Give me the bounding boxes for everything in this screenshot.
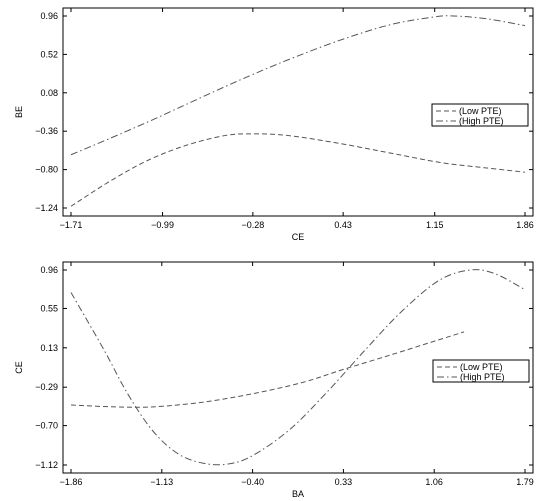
x-tick-label: 0.33 (335, 477, 353, 487)
series-line-low-pte (70, 133, 526, 207)
x-tick-label: 1.86 (516, 220, 534, 230)
y-tick-label: 0.52 (40, 49, 58, 59)
y-tick-label: 0.96 (40, 11, 58, 21)
y-tick-label: 0.08 (40, 88, 58, 98)
top-chart: −1.71 −0.99 −0.28 0.43 1.15 1.86 −1.24 −0.80 −0.… (14, 7, 534, 242)
y-tick-label: −1.24 (35, 203, 58, 213)
legend-entry: (High PTE) (459, 116, 504, 126)
x-axis-label: CE (292, 232, 305, 242)
y-tick-label: −0.29 (35, 382, 58, 392)
x-tick-label: 1.15 (426, 220, 444, 230)
legend-entry: (High PTE) (460, 372, 505, 382)
y-tick-label: −1.12 (35, 460, 58, 470)
x-tick-label: −0.28 (241, 220, 264, 230)
plot-frame (62, 7, 534, 217)
x-tick-label: 1.06 (425, 477, 443, 487)
series-line-low-pte (70, 331, 465, 408)
y-tick-label: −0.70 (35, 421, 58, 431)
y-tick-label: 0.13 (40, 343, 58, 353)
y-axis-label: BE (14, 106, 24, 118)
legend-entry: (Low PTE) (459, 106, 502, 116)
plot-frame (62, 261, 534, 474)
series-line-high-pte (70, 269, 526, 466)
x-tick-label: 0.43 (334, 220, 352, 230)
x-tick-label: −0.99 (151, 220, 174, 230)
y-axis-label: CE (14, 361, 24, 374)
y-tick-label: 0.55 (40, 303, 58, 313)
series-line-high-pte (70, 15, 526, 156)
y-tick-label: 0.96 (40, 265, 58, 275)
bottom-chart: −1.86 −1.13 −0.40 0.33 1.06 1.79 −1.12 −0.70 −0.… (14, 261, 534, 499)
x-tick-label: −1.86 (60, 477, 83, 487)
y-tick-label: −0.36 (35, 126, 58, 136)
x-tick-label: 1.79 (516, 477, 534, 487)
x-tick-label: −1.13 (150, 477, 173, 487)
x-tick-label: −1.71 (60, 220, 83, 230)
x-axis-label: BA (292, 489, 304, 499)
legend-entry: (Low PTE) (460, 362, 503, 372)
y-tick-label: −0.80 (35, 165, 58, 175)
x-tick-label: −0.40 (241, 477, 264, 487)
